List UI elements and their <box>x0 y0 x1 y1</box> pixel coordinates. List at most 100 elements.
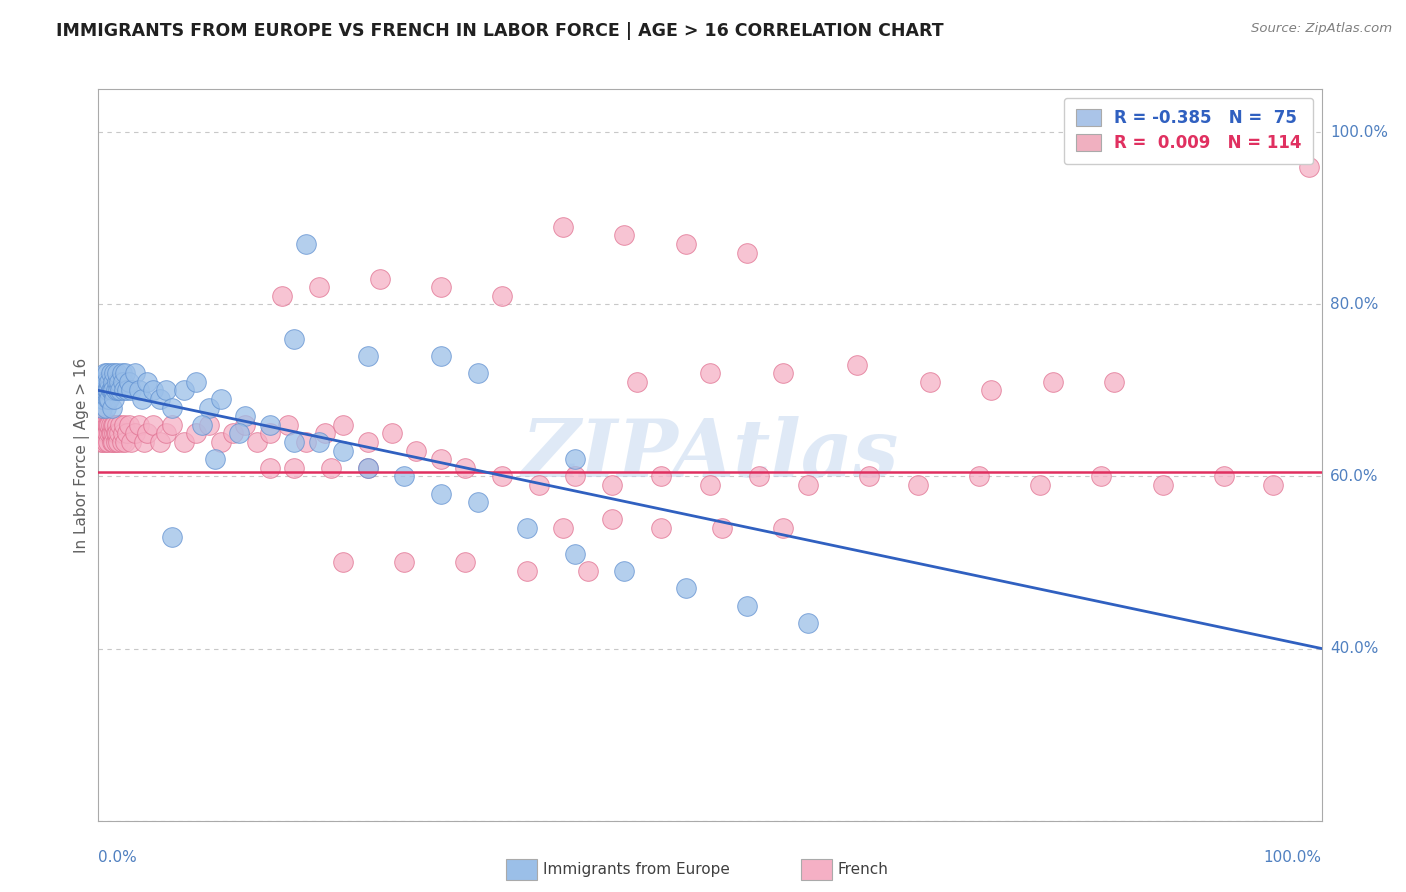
Point <box>191 417 214 432</box>
Point <box>105 426 128 441</box>
Point <box>91 401 114 415</box>
Point <box>173 435 195 450</box>
Point <box>564 469 586 483</box>
Point <box>112 384 135 398</box>
Point <box>204 452 226 467</box>
Point <box>553 219 575 234</box>
Point <box>356 435 378 450</box>
Text: 60.0%: 60.0% <box>1330 469 1378 484</box>
Point <box>136 426 159 441</box>
Point <box>613 564 636 578</box>
Point <box>96 426 118 441</box>
Point <box>108 426 131 441</box>
Point <box>97 435 120 450</box>
Point <box>920 375 942 389</box>
Point <box>270 289 294 303</box>
Point <box>111 435 134 450</box>
Legend: R = -0.385   N =  75, R =  0.009   N = 114: R = -0.385 N = 75, R = 0.009 N = 114 <box>1064 97 1313 164</box>
Point <box>142 417 165 432</box>
Point <box>197 401 219 415</box>
Point <box>90 375 112 389</box>
Point <box>101 384 124 398</box>
Point <box>308 280 330 294</box>
Point <box>392 556 416 570</box>
Point <box>967 469 990 483</box>
Point <box>600 512 623 526</box>
Point <box>149 392 172 406</box>
Point <box>90 435 112 450</box>
Point <box>160 417 183 432</box>
Point <box>699 478 721 492</box>
Text: French: French <box>838 863 889 877</box>
Point <box>93 426 115 441</box>
Point <box>233 417 256 432</box>
Text: Source: ZipAtlas.com: Source: ZipAtlas.com <box>1251 22 1392 36</box>
Point <box>576 564 599 578</box>
Point <box>259 426 281 441</box>
Point <box>107 435 129 450</box>
Point <box>332 417 354 432</box>
Point <box>430 280 453 294</box>
Point <box>131 392 153 406</box>
Point <box>797 615 820 630</box>
Point <box>1042 375 1064 389</box>
Point <box>699 366 721 380</box>
Point <box>104 426 127 441</box>
Point <box>772 521 794 535</box>
Point <box>332 556 354 570</box>
Point <box>98 392 121 406</box>
Point <box>491 289 513 303</box>
Text: 80.0%: 80.0% <box>1330 297 1378 312</box>
Point <box>1298 160 1320 174</box>
Point <box>186 375 208 389</box>
Point <box>114 366 136 380</box>
Point <box>405 443 427 458</box>
Point <box>132 435 155 450</box>
Point <box>101 426 124 441</box>
Point <box>94 426 117 441</box>
Point <box>675 237 697 252</box>
Point <box>454 556 477 570</box>
Text: 100.0%: 100.0% <box>1264 850 1322 865</box>
Point <box>93 366 115 380</box>
Point <box>101 435 124 450</box>
Point <box>772 366 794 380</box>
Point <box>222 426 245 441</box>
Point <box>1261 478 1284 492</box>
Point <box>259 417 281 432</box>
Point <box>101 417 124 432</box>
Point <box>430 452 453 467</box>
Text: Immigrants from Europe: Immigrants from Europe <box>543 863 730 877</box>
Point <box>97 384 120 398</box>
Point <box>120 435 142 450</box>
Point <box>283 332 305 346</box>
Point <box>907 478 929 492</box>
Point <box>111 426 134 441</box>
Point <box>94 401 117 415</box>
Point <box>89 426 111 441</box>
Point <box>233 409 256 424</box>
Point <box>128 384 150 398</box>
Point <box>101 401 124 415</box>
Point <box>600 478 623 492</box>
Point <box>283 435 305 450</box>
Point <box>626 375 648 389</box>
Point <box>735 245 758 260</box>
Point <box>96 384 118 398</box>
Point <box>100 417 122 432</box>
Point <box>392 469 416 483</box>
Point <box>564 547 586 561</box>
Point <box>91 417 114 432</box>
Point <box>314 426 336 441</box>
Point <box>332 443 354 458</box>
Point <box>97 417 120 432</box>
Y-axis label: In Labor Force | Age > 16: In Labor Force | Age > 16 <box>75 358 90 552</box>
Point <box>91 392 114 406</box>
Point <box>105 375 128 389</box>
Point <box>90 417 112 432</box>
Point <box>96 366 118 380</box>
Point <box>100 426 122 441</box>
Point <box>110 384 132 398</box>
Point <box>94 435 117 450</box>
Point <box>97 392 120 406</box>
